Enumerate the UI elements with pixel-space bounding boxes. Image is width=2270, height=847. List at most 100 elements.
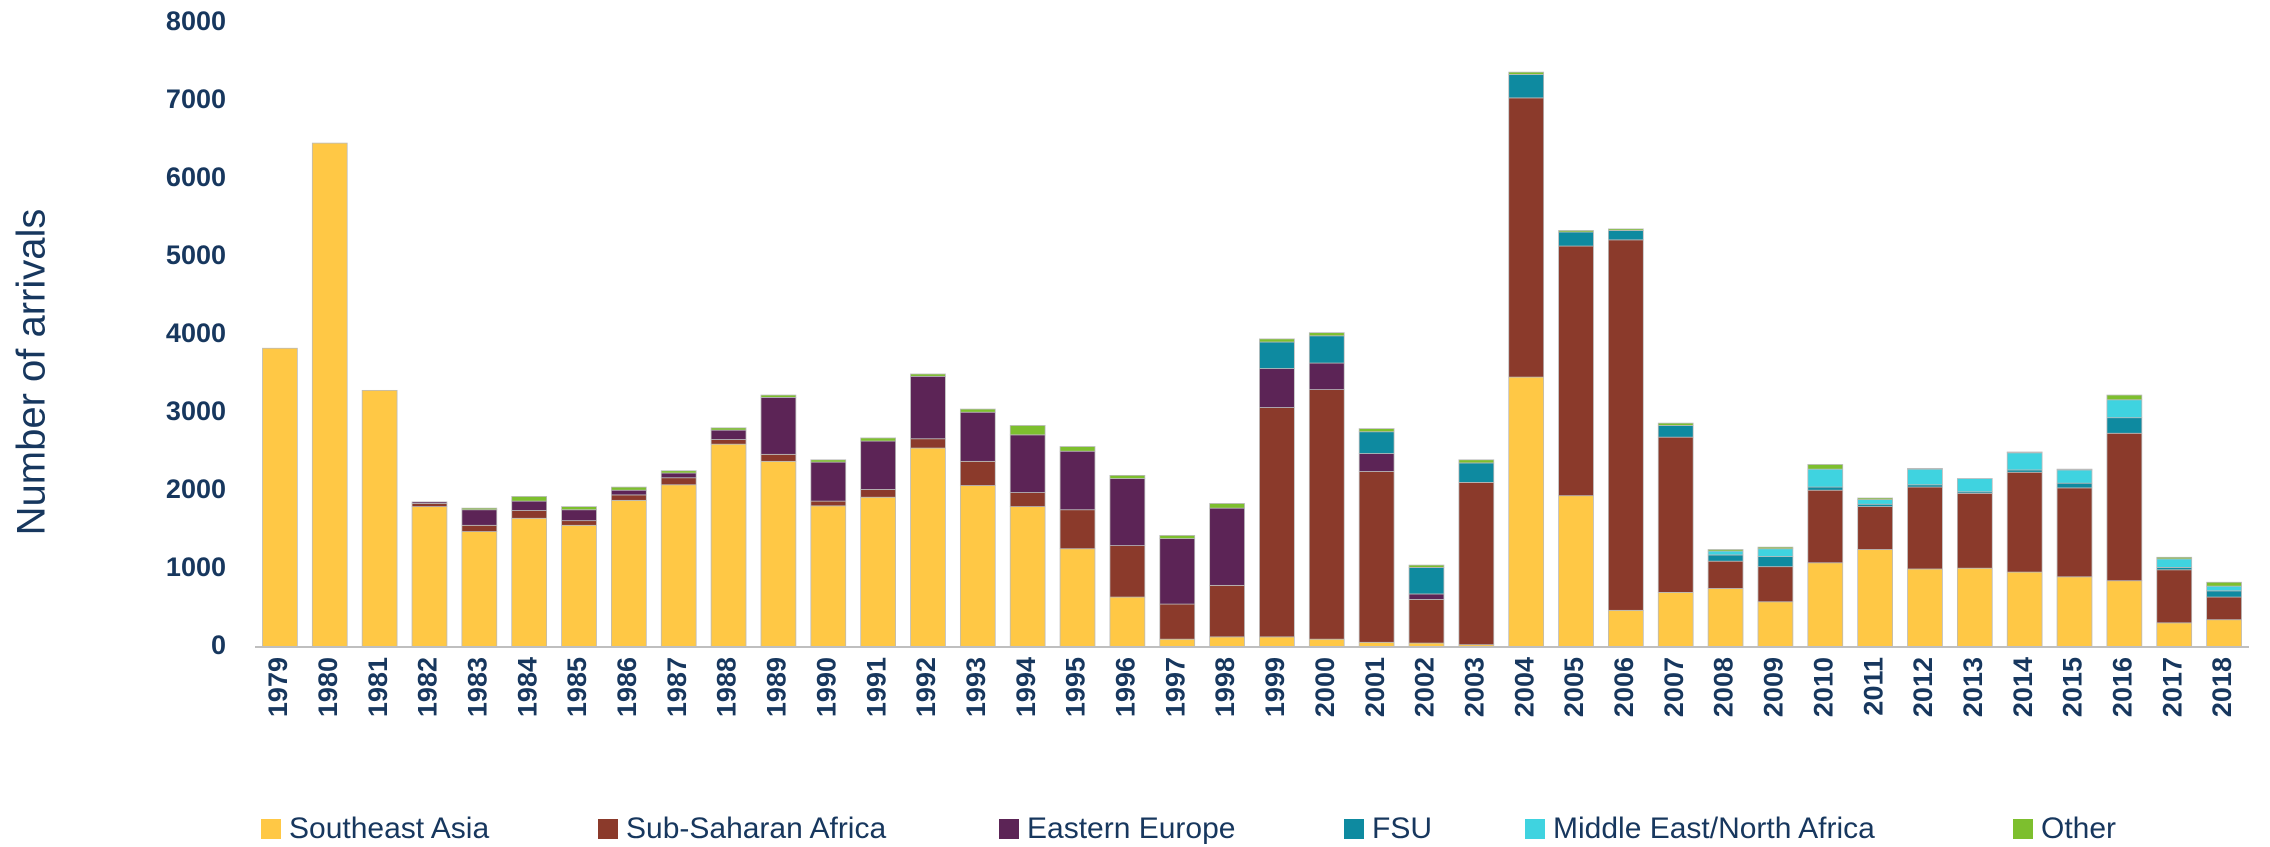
x-tick-label: 2015 <box>2058 657 2088 717</box>
bar-segment <box>1857 497 1893 500</box>
y-tick-label: 8000 <box>166 6 226 36</box>
bar-segment <box>1259 368 1295 408</box>
bar-segment <box>1657 425 1694 438</box>
bar-segment <box>760 394 797 398</box>
bar-segment <box>1358 431 1395 454</box>
bar-segment <box>1707 588 1744 648</box>
bar-segment <box>2156 569 2193 624</box>
bar-segment <box>810 500 847 507</box>
bar-segment <box>760 460 797 648</box>
bar-segment <box>2056 468 2093 471</box>
bar-segment <box>1308 362 1345 390</box>
bar-segment <box>1458 459 1495 464</box>
bar-segment <box>1059 446 1096 452</box>
bar-segment <box>1259 338 1295 343</box>
bar-segment <box>1707 560 1744 589</box>
bar-segment <box>561 509 597 522</box>
x-tick-label: 1994 <box>1011 657 1041 717</box>
bar-segment <box>810 461 847 502</box>
x-tick-label: 1989 <box>762 657 792 717</box>
bar-segment <box>2156 556 2193 560</box>
bar-segment <box>710 439 747 445</box>
bar-segment <box>1608 239 1644 611</box>
y-tick-label: 7000 <box>166 84 226 114</box>
bar-segment <box>1956 478 1993 493</box>
bar-segment <box>910 375 946 440</box>
bar-segment <box>2156 622 2193 648</box>
bar-segment <box>1259 636 1295 648</box>
bar-segment <box>1608 228 1644 231</box>
x-tick-label: 1981 <box>363 657 393 717</box>
x-tick-label: 2013 <box>1958 657 1988 717</box>
x-tick-label: 1992 <box>911 657 941 717</box>
x-tick-label: 2012 <box>1908 657 1938 717</box>
bar-segment <box>411 506 448 648</box>
bar-segment <box>1657 422 1694 426</box>
bar-segment <box>561 520 597 526</box>
x-tick-label: 1990 <box>811 657 841 717</box>
bar-segment <box>910 447 946 648</box>
bar-segment <box>1857 549 1893 648</box>
x-tick-label: 2001 <box>1360 657 1390 717</box>
bar-segment <box>2106 417 2143 434</box>
x-tick-label: 1993 <box>961 657 991 717</box>
bar-segment <box>1857 499 1893 505</box>
bar-segment <box>1956 492 1993 569</box>
bar-segment <box>959 485 996 648</box>
bar-segment <box>1807 464 1844 470</box>
bar-segment <box>311 142 348 648</box>
bar-segment <box>1657 436 1694 593</box>
x-tick-label: 2005 <box>1559 657 1589 717</box>
bar-segment <box>1458 482 1495 646</box>
x-tick-label: 1984 <box>512 657 542 717</box>
y-tick-label: 2000 <box>166 474 226 504</box>
bar-segment <box>1657 592 1694 648</box>
bar-segment <box>910 438 946 449</box>
bar-segment <box>1558 245 1594 497</box>
bar-segment <box>561 524 597 648</box>
bar-segment <box>2106 432 2143 582</box>
bar-segment <box>1009 434 1046 493</box>
bar-segment <box>361 389 398 648</box>
x-tick-label: 2008 <box>1709 657 1739 717</box>
bar-segment <box>1109 474 1146 479</box>
bar-segment <box>860 437 896 442</box>
bar-segment <box>1558 230 1594 233</box>
bar-segment <box>1209 507 1245 586</box>
bar-segment <box>1159 638 1196 648</box>
bar-segment <box>1209 503 1245 509</box>
x-tick-label: 1987 <box>662 657 692 717</box>
bar-segment <box>660 472 697 479</box>
bar-segment <box>2206 596 2242 621</box>
bar-segment <box>611 486 647 491</box>
x-tick-label: 2004 <box>1509 657 1539 717</box>
bar-segment <box>959 411 996 462</box>
bar-segment <box>2156 558 2193 568</box>
x-tick-label: 1985 <box>562 657 592 717</box>
y-tick-label: 1000 <box>166 552 226 582</box>
bar-segment <box>1707 554 1744 562</box>
bar-segment <box>860 496 896 648</box>
bar-segment <box>1458 462 1495 483</box>
x-tick-label: 2000 <box>1310 657 1340 717</box>
bar-segment <box>1059 450 1096 511</box>
bar-segment <box>660 470 697 474</box>
bar-segment <box>2056 576 2093 648</box>
bar-segment <box>1109 596 1146 648</box>
bar-segment <box>1009 506 1046 648</box>
legend-swatch <box>2013 819 2033 839</box>
bar-segment <box>1159 603 1196 640</box>
legend-label: Southeast Asia <box>289 812 489 845</box>
bar-segment <box>660 484 697 648</box>
x-tick-label: 2003 <box>1459 657 1489 717</box>
bar-segment <box>2106 580 2143 648</box>
bar-segment <box>1608 609 1644 648</box>
legend-label: Other <box>2041 812 2116 845</box>
bar-segment <box>511 510 548 519</box>
x-tick-label: 2007 <box>1659 657 1689 717</box>
bar-segment <box>1059 548 1096 648</box>
legend-label: Sub-Saharan Africa <box>626 812 886 845</box>
x-tick-label: 1999 <box>1260 657 1290 717</box>
bar-segment <box>461 524 498 532</box>
bar-segment <box>1109 478 1146 546</box>
